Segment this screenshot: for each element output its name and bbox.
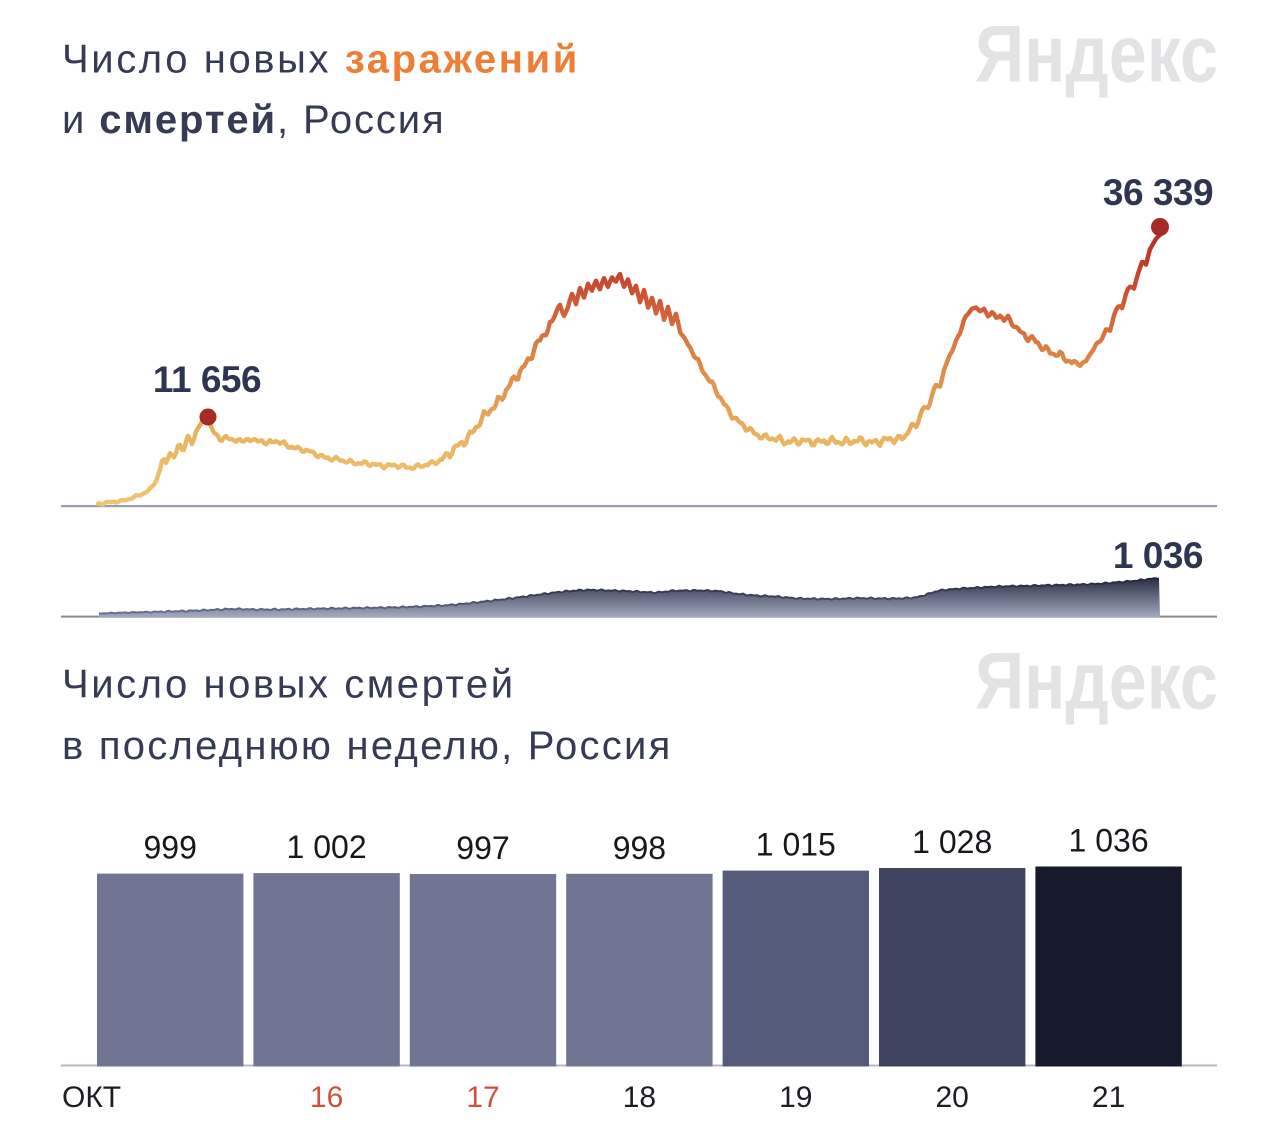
svg-text:998: 998 xyxy=(613,830,666,866)
svg-text:и смертей, Россия: и смертей, Россия xyxy=(62,98,446,142)
svg-text:21: 21 xyxy=(1092,1081,1125,1114)
svg-text:17: 17 xyxy=(466,1081,499,1114)
svg-text:в последнюю неделю, Россия: в последнюю неделю, Россия xyxy=(62,724,672,768)
svg-text:19: 19 xyxy=(779,1081,812,1114)
svg-text:1 036: 1 036 xyxy=(1113,535,1203,576)
svg-text:Яндекс: Яндекс xyxy=(975,10,1218,100)
svg-text:36 339: 36 339 xyxy=(1103,172,1213,213)
svg-text:1 002: 1 002 xyxy=(287,829,367,865)
svg-text:18: 18 xyxy=(623,1081,656,1114)
svg-text:Число новых заражений: Число новых заражений xyxy=(62,38,580,82)
svg-text:11 656: 11 656 xyxy=(153,359,261,400)
svg-text:16: 16 xyxy=(310,1081,343,1114)
svg-text:Яндекс: Яндекс xyxy=(975,637,1218,727)
svg-text:1 015: 1 015 xyxy=(756,827,836,863)
svg-text:Число новых смертей: Число новых смертей xyxy=(62,663,516,707)
svg-text:997: 997 xyxy=(456,830,509,866)
svg-text:20: 20 xyxy=(936,1081,969,1114)
svg-text:1 036: 1 036 xyxy=(1069,823,1149,859)
svg-text:ОКТ: ОКТ xyxy=(62,1081,121,1114)
svg-text:1 028: 1 028 xyxy=(912,824,992,860)
svg-text:999: 999 xyxy=(144,830,197,866)
